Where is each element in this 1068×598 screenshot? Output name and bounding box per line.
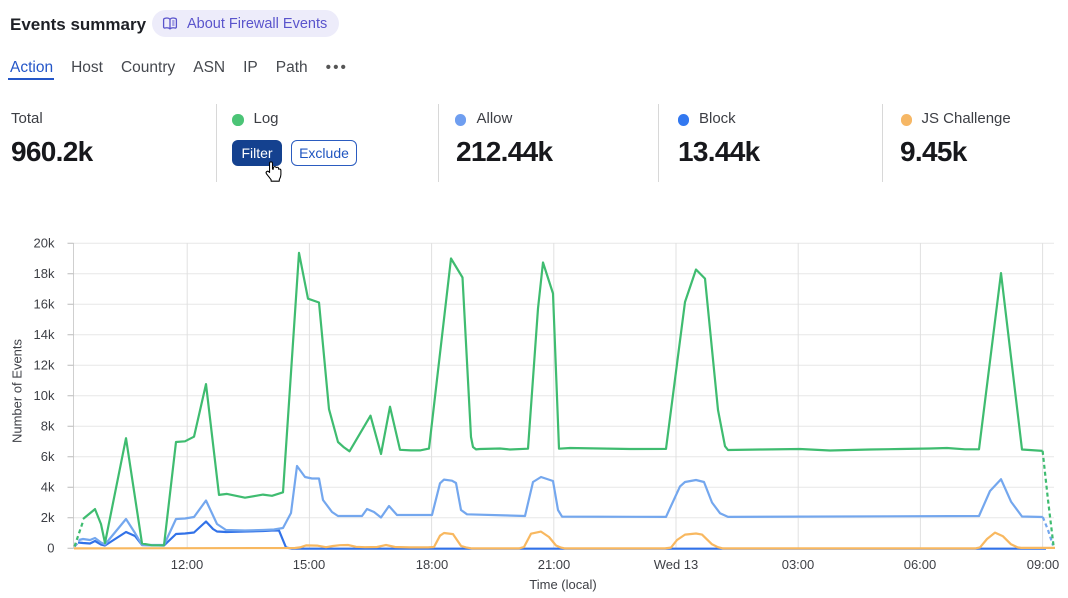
svg-text:06:00: 06:00 (904, 557, 937, 572)
svg-text:6k: 6k (41, 449, 55, 464)
svg-text:16k: 16k (34, 296, 55, 311)
svg-text:Wed 13: Wed 13 (654, 557, 699, 572)
svg-text:2k: 2k (41, 510, 55, 525)
svg-text:09:00: 09:00 (1027, 557, 1060, 572)
svg-text:18:00: 18:00 (416, 557, 449, 572)
svg-text:Time (local): Time (local) (529, 577, 596, 592)
svg-text:14k: 14k (34, 327, 55, 342)
svg-text:12:00: 12:00 (171, 557, 204, 572)
svg-text:21:00: 21:00 (538, 557, 571, 572)
svg-text:12k: 12k (34, 357, 55, 372)
svg-text:0: 0 (47, 540, 54, 555)
svg-text:8k: 8k (41, 418, 55, 433)
svg-text:20k: 20k (34, 235, 55, 250)
svg-text:Number of Events: Number of Events (10, 338, 25, 443)
svg-text:03:00: 03:00 (782, 557, 815, 572)
svg-text:18k: 18k (34, 266, 55, 281)
svg-text:4k: 4k (41, 479, 55, 494)
svg-text:10k: 10k (34, 388, 55, 403)
svg-text:15:00: 15:00 (293, 557, 326, 572)
